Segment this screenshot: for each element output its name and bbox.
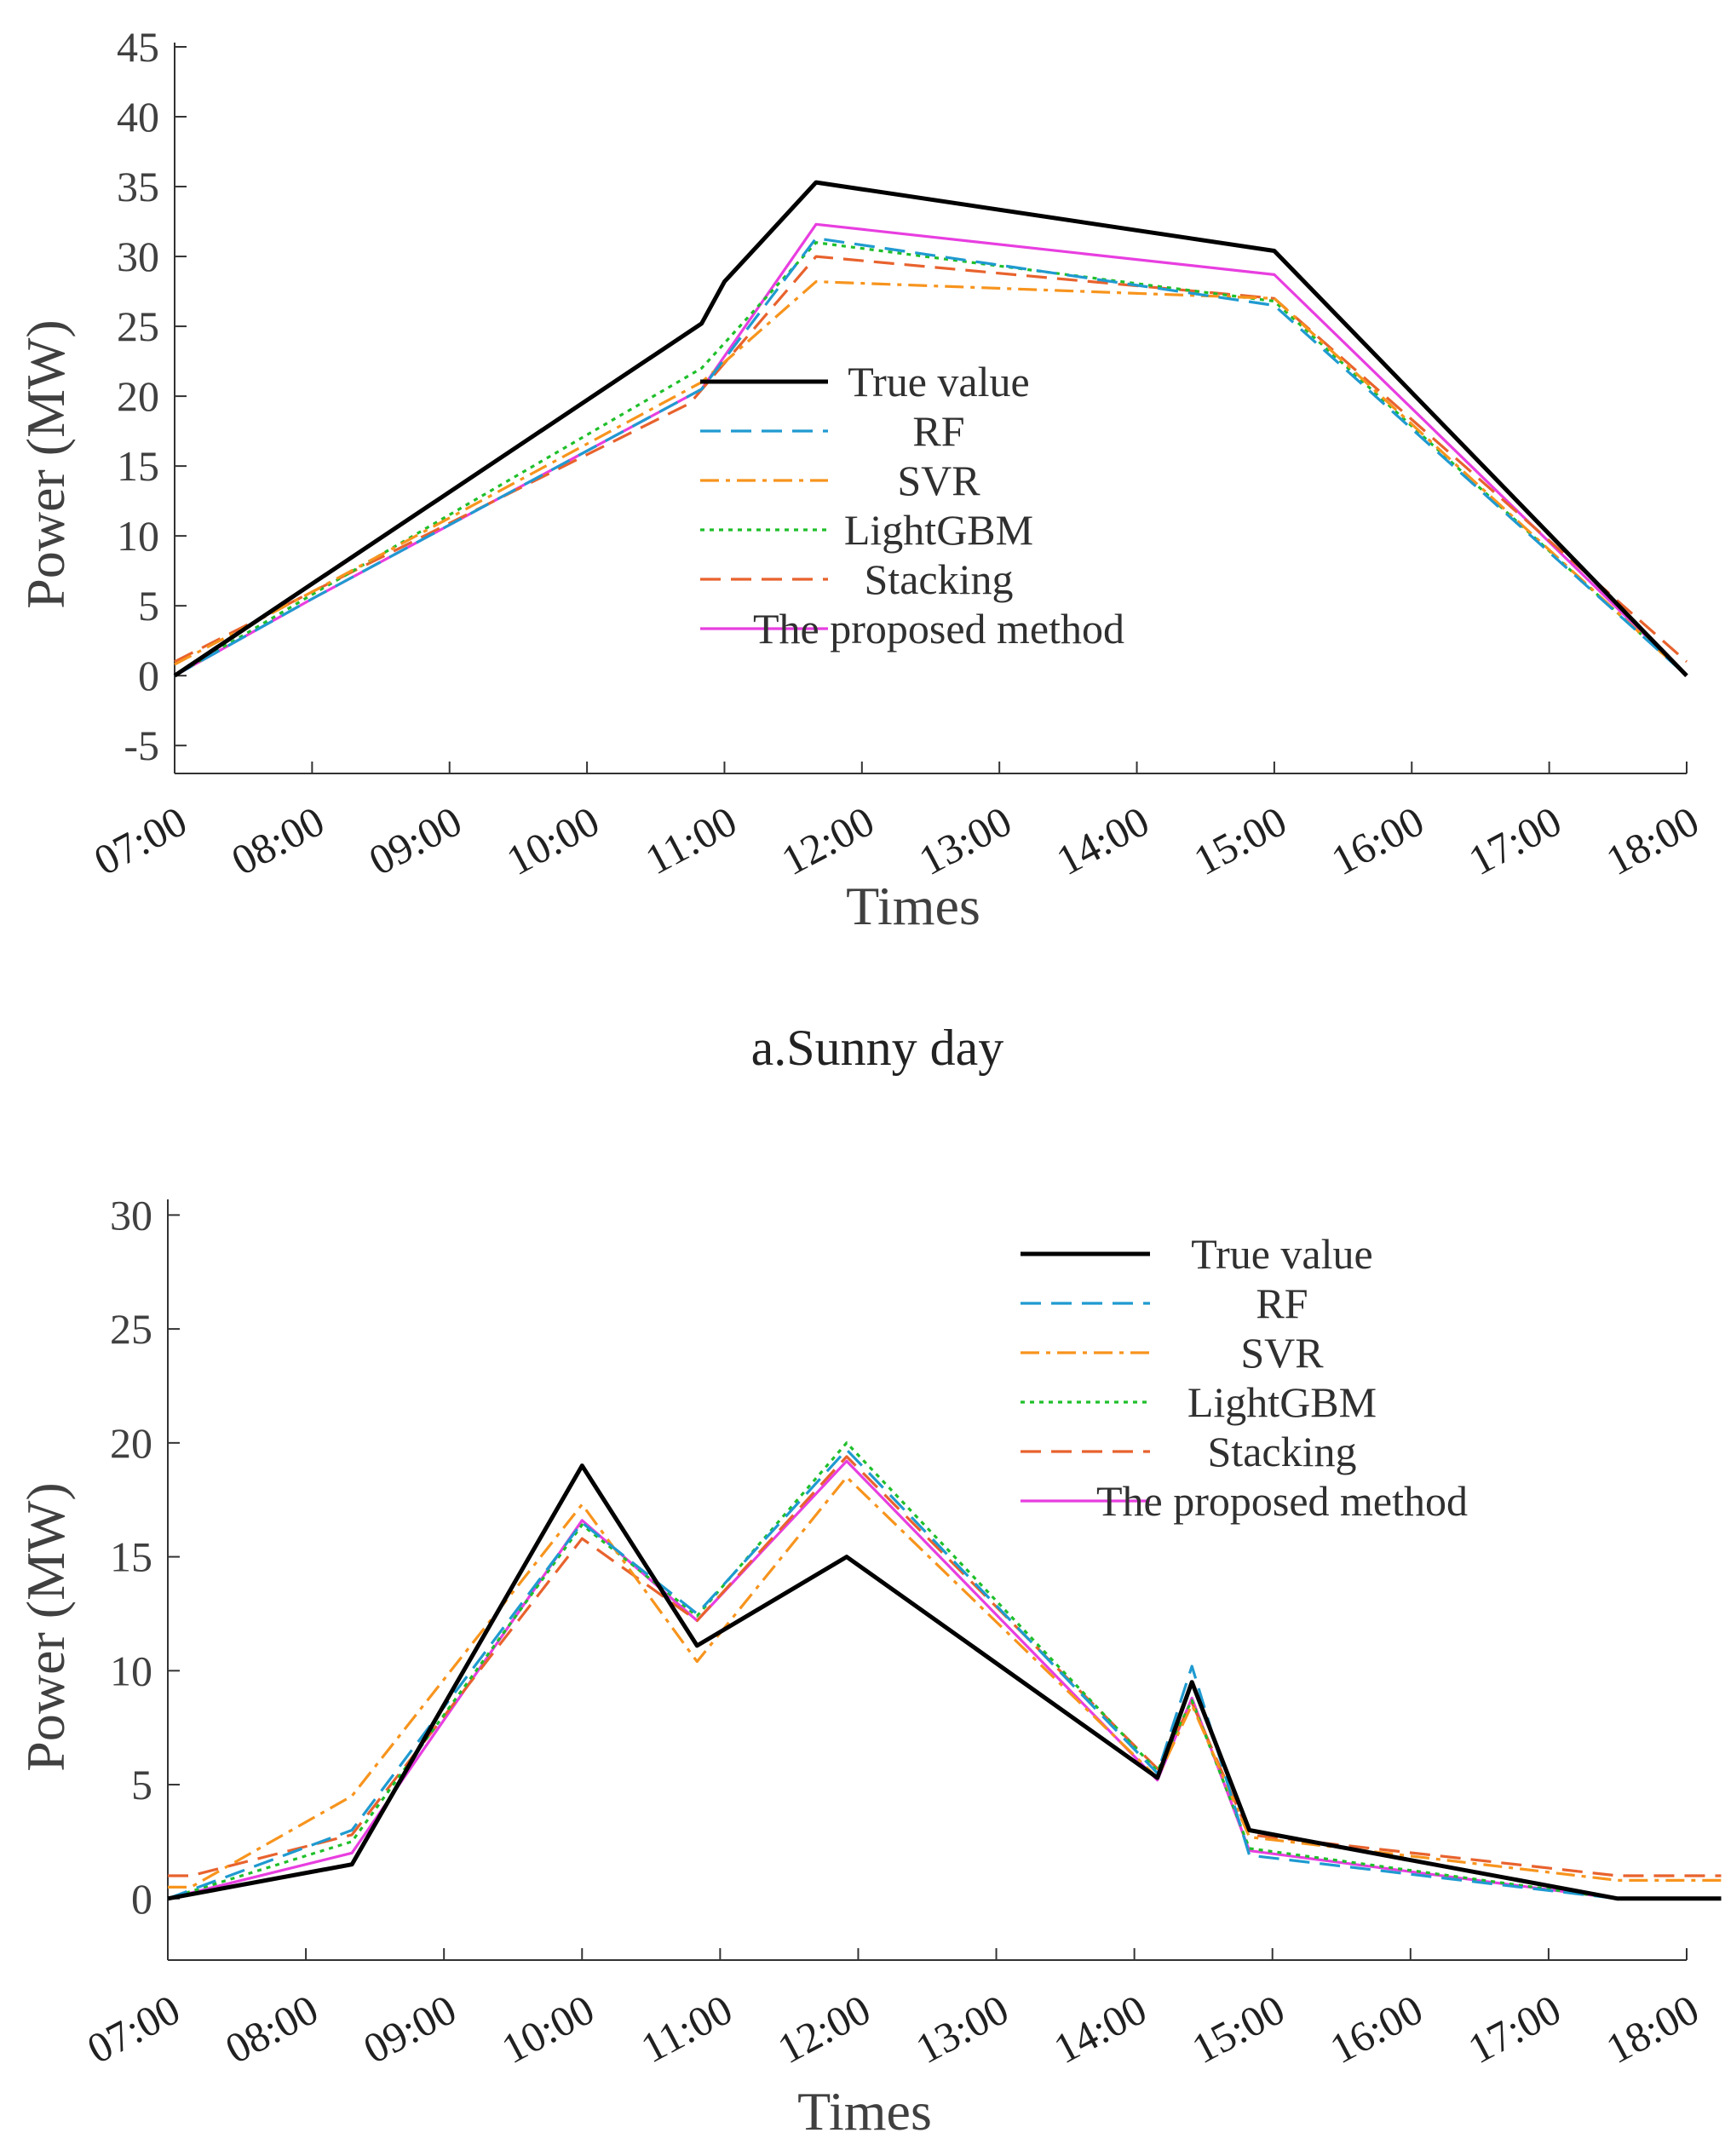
chart-caption: a.Sunny day — [751, 1020, 1004, 1076]
x-tick-label: 13:00 — [908, 1985, 1016, 2073]
legend-label: Stacking — [1208, 1428, 1357, 1475]
x-tick-label: 18:00 — [1598, 796, 1706, 884]
x-tick-label: 09:00 — [355, 1985, 463, 2073]
series-line-rf — [167, 1448, 1722, 1900]
y-tick-label: 25 — [117, 302, 159, 350]
x-tick-label: 10:00 — [498, 796, 607, 884]
y-tick-label: 5 — [138, 582, 159, 630]
legend-label: RF — [1256, 1279, 1308, 1327]
legend-label: The proposed method — [753, 605, 1124, 653]
series-line-lightgbm — [174, 241, 1688, 677]
legend-label: RF — [912, 407, 964, 455]
y-tick-label: 45 — [117, 23, 159, 71]
series-line-stacking — [174, 255, 1688, 664]
y-tick-label: -5 — [124, 722, 159, 769]
x-axis-title: Times — [846, 876, 980, 936]
y-tick-label: 0 — [131, 1875, 152, 1923]
series-group — [167, 1441, 1722, 1901]
x-tick-label: 11:00 — [633, 1985, 739, 2072]
y-tick-label: 0 — [138, 652, 159, 699]
legend-label: SVR — [1240, 1329, 1324, 1377]
legend-label: True value — [848, 358, 1029, 405]
x-tick-label: 11:00 — [637, 796, 744, 883]
legend-label: LightGBM — [844, 506, 1033, 554]
x-tick-label: 10:00 — [494, 1985, 602, 2073]
y-tick-label: 5 — [131, 1761, 152, 1808]
x-tick-label: 15:00 — [1186, 796, 1294, 884]
x-tick-label: 09:00 — [361, 796, 469, 884]
x-tick-label: 07:00 — [86, 796, 194, 884]
legend-label: True value — [1191, 1230, 1372, 1278]
x-tick-label: 16:00 — [1324, 796, 1432, 884]
x-tick-label: 14:00 — [1046, 1985, 1154, 2073]
y-tick-label: 10 — [110, 1647, 152, 1694]
y-tick-label: 20 — [117, 372, 159, 420]
x-tick-label: 16:00 — [1322, 1985, 1430, 2073]
x-tick-label: 07:00 — [79, 1985, 187, 2073]
x-tick-label: 18:00 — [1598, 1985, 1706, 2073]
series-line-svr — [174, 280, 1688, 677]
y-tick-label: 40 — [117, 93, 159, 141]
series-line-true-value — [167, 1463, 1722, 1901]
y-tick-label: 15 — [110, 1533, 152, 1581]
legend-label: Stacking — [865, 555, 1014, 603]
series-group — [173, 180, 1688, 678]
x-tick-label: 15:00 — [1184, 1985, 1292, 2073]
y-tick-label: 10 — [117, 512, 159, 560]
series-line-rf — [174, 237, 1688, 677]
series-line-the-proposed-method — [167, 1459, 1722, 1900]
series-line-stacking — [168, 1455, 1722, 1877]
x-tick-label: 12:00 — [770, 1985, 878, 2073]
y-tick-label: 30 — [110, 1191, 152, 1239]
chart-cloudy-day: 30 25 20 15 10 5 0 07:00 08:00 09:00 10:00 11:00 12:… — [15, 1191, 1722, 2142]
legend-label: LightGBM — [1187, 1378, 1377, 1426]
legend-label: SVR — [897, 457, 980, 504]
legend-label: The proposed method — [1096, 1477, 1468, 1525]
x-tick-label: 17:00 — [1461, 796, 1569, 884]
series-line-svr — [168, 1475, 1722, 1889]
y-tick-label: 15 — [117, 442, 159, 490]
y-axis-title: Power (MW) — [15, 1482, 76, 1771]
chart-sunny-day: 45 40 35 30 25 20 15 10 5 0 -5 07:00 08:00 09:00 10:00… — [15, 23, 1706, 1076]
x-tick-label: 12:00 — [773, 796, 882, 884]
y-axis-title: Power (MW) — [15, 319, 76, 608]
y-tick-label: 20 — [110, 1419, 152, 1467]
x-tick-label: 14:00 — [1049, 796, 1157, 884]
series-line-true-value — [173, 180, 1688, 678]
x-tick-label: 17:00 — [1460, 1985, 1568, 2073]
y-tick-label: 35 — [117, 163, 159, 210]
x-tick-label: 13:00 — [911, 796, 1019, 884]
y-tick-label: 30 — [117, 233, 159, 280]
x-tick-label: 08:00 — [217, 1985, 325, 2073]
y-tick-label: 25 — [110, 1305, 152, 1353]
series-line-lightgbm — [167, 1441, 1722, 1900]
x-tick-label: 08:00 — [224, 796, 332, 884]
x-axis-title: Times — [797, 2081, 932, 2142]
